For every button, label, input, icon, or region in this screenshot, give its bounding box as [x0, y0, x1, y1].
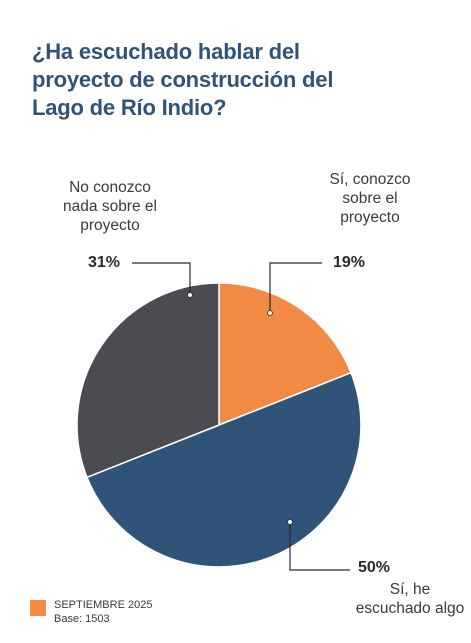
label-si-conozco-line-1: Sí, conozco [329, 171, 411, 188]
leader-no-conozco [132, 262, 191, 295]
chart-title: ¿Ha escuchado hablar del proyecto de con… [32, 38, 452, 122]
title-line-2: proyecto de construcción del [32, 67, 334, 92]
legend-period: SEPTIEMBRE 2025 [54, 599, 153, 611]
label-no-conozco-line-3: proyecto [80, 217, 140, 234]
leader-si-conozco-dot [267, 310, 273, 316]
label-si-he-escuchado-line-2: escuchado algo [355, 600, 465, 617]
slice-si-conozco [218, 282, 353, 427]
slice-si-he-escuchado [85, 371, 362, 568]
legend-swatch [30, 600, 46, 616]
leader-lines [132, 262, 350, 571]
label-no-conozco: No conozco nada sobre el proyecto [40, 178, 180, 235]
label-si-conozco-line-2: sobre el [342, 190, 398, 207]
label-si-he-escuchado-line-1: Sí, he [389, 581, 431, 598]
legend-base: Base: 1503 [54, 613, 110, 625]
pie-slices [76, 282, 362, 568]
title-line-3: Lago de Río Indio? [32, 95, 227, 120]
legend: SEPTIEMBRE 2025 Base: 1503 [54, 598, 152, 626]
leader-no-conozco-dot [187, 292, 193, 298]
slice-no-conozco [76, 282, 220, 479]
title-line-1: ¿Ha escuchado hablar del [32, 39, 300, 64]
leader-si-he-escuchado-dot [287, 519, 293, 525]
label-si-conozco: Sí, conozco sobre el proyecto [300, 170, 440, 227]
label-si-conozco-line-3: proyecto [340, 209, 400, 226]
pct-si-conozco: 19% [333, 254, 366, 271]
pct-si-he-escuchado: 50% [358, 559, 391, 576]
leader-si-conozco [269, 262, 322, 313]
pct-no-conozco: 31% [88, 254, 121, 271]
label-si-he-escuchado: Sí, he escuchado algo [350, 580, 470, 618]
leader-si-he-escuchado [289, 522, 350, 571]
label-no-conozco-line-1: No conozco [69, 179, 151, 196]
label-no-conozco-line-2: nada sobre el [63, 198, 157, 215]
